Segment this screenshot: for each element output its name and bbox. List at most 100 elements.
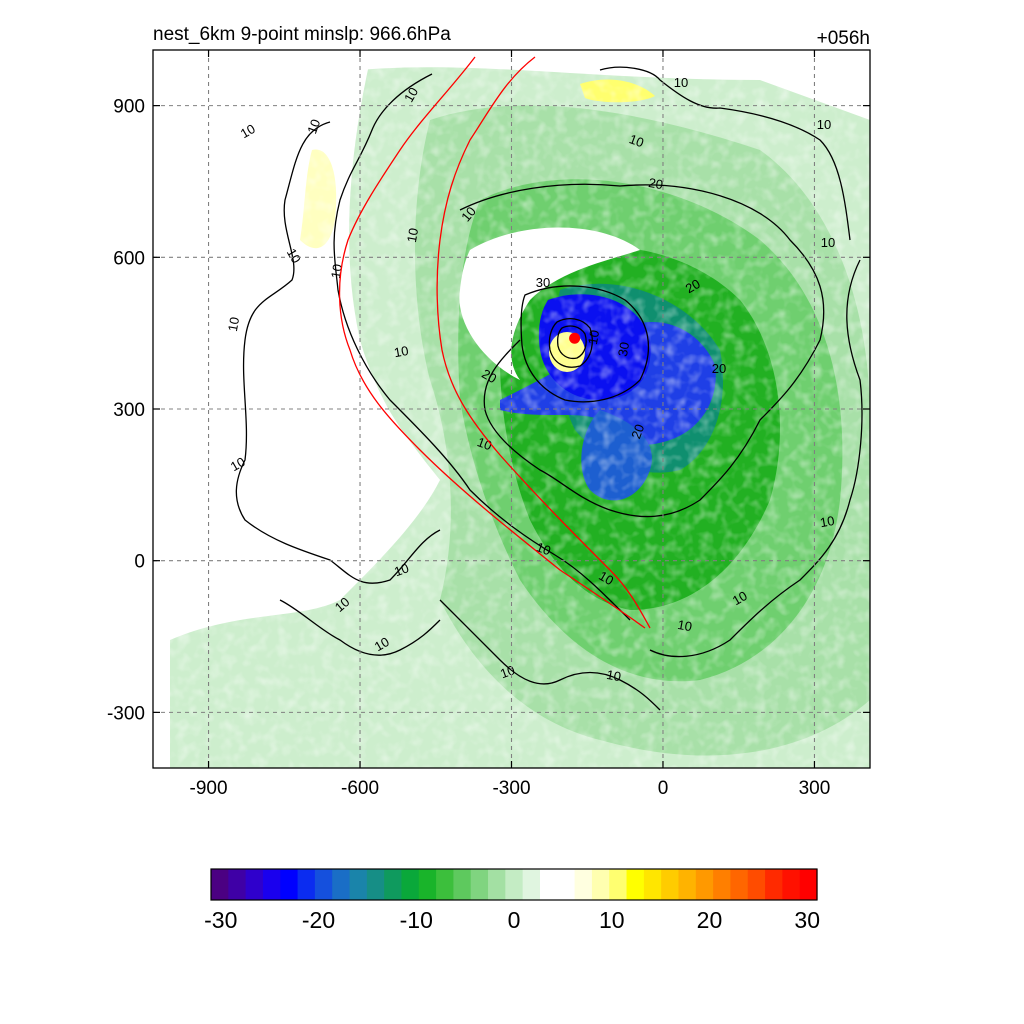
- colorbar-tick-label: 20: [697, 907, 723, 933]
- colorbar-swatch: [228, 869, 247, 900]
- colorbar-tick-label: 0: [508, 907, 521, 933]
- contour-label: 30: [615, 341, 632, 358]
- contour-label: 10: [605, 667, 622, 684]
- colorbar-swatch: [418, 869, 437, 900]
- colorbar-swatch: [366, 869, 385, 900]
- contour-label: 10: [304, 117, 323, 136]
- contour-label: 10: [238, 121, 258, 141]
- x-tick-label: -600: [341, 778, 379, 799]
- y-axis: -300 0 300 600 900: [107, 97, 870, 724]
- colorbar-swatch: [332, 869, 351, 900]
- colorbar-swatch: [626, 869, 645, 900]
- colorbar-swatch: [280, 869, 299, 900]
- forecast-hour-label: +056h: [817, 28, 870, 49]
- y-tick-label: 600: [113, 248, 145, 269]
- colorbar-swatch: [453, 869, 472, 900]
- contour-labels: 10 10 10 10 10 10 10 10 10 10 10 10 10 10 10 10 10 10 10 10…: [225, 75, 836, 684]
- colorbar: -30 -20 -10 0 10 20 30: [204, 868, 820, 933]
- y-tick-label: 300: [113, 400, 145, 421]
- contour-label: 10: [819, 513, 836, 530]
- x-tick-label: -300: [492, 778, 530, 799]
- colorbar-swatch: [747, 869, 766, 900]
- colorbar-swatch: [765, 869, 783, 900]
- track-inner: [436, 56, 651, 629]
- colorbar-frame: [210, 868, 818, 901]
- contour-30-ring: [520, 285, 650, 403]
- colorbar-swatch: [539, 869, 558, 900]
- contour-label: 10: [821, 235, 835, 250]
- contour-10-southwest: [279, 599, 441, 656]
- colorbar-swatch: [470, 869, 489, 900]
- wind-speed-contours: [235, 66, 863, 711]
- contour-10-east: [649, 259, 863, 658]
- contour-label: 10: [404, 227, 421, 244]
- colorbar-swatch: [436, 869, 454, 900]
- colorbar-tick-label: 10: [599, 907, 625, 933]
- shaded-field: [153, 50, 870, 768]
- colorbar-swatch: [574, 869, 593, 900]
- contour-label: 10: [676, 617, 693, 634]
- colorbar-swatch: [799, 869, 818, 900]
- colorbar-swatch: [349, 869, 368, 900]
- contour-10-west: [333, 73, 631, 621]
- colorbar-swatch: [730, 869, 749, 900]
- track-outer: [338, 56, 646, 629]
- x-axis: -900 -600 -300 0 300: [190, 50, 831, 799]
- contour-label: 10: [627, 131, 646, 150]
- contour-label: 10: [475, 434, 494, 453]
- x-tick-label: 300: [799, 778, 831, 799]
- contour-eyewall-1: [548, 317, 593, 368]
- colorbar-swatch: [384, 869, 403, 900]
- contour-label: 10: [596, 568, 616, 588]
- contour-label: 20: [628, 422, 647, 441]
- colorbar-swatch: [211, 869, 229, 900]
- colorbar-swatch: [505, 869, 524, 900]
- colorbar-swatch: [609, 869, 628, 900]
- contour-20-outer: [459, 183, 825, 518]
- colorbar-swatch: [591, 869, 610, 900]
- contour-10-west-outer: [235, 121, 441, 584]
- x-tick-label: 0: [658, 778, 669, 799]
- y-tick-label: -300: [107, 703, 145, 724]
- x-tick-label: -900: [190, 778, 228, 799]
- y-tick-label: 0: [134, 552, 145, 573]
- contour-10-north: [599, 66, 851, 241]
- colorbar-swatch: [678, 869, 697, 900]
- contour-label: 10: [674, 75, 688, 90]
- plot-area: 10 10 10 10 10 10 10 10 10 10 10 10 10 10 10 10 10 10 10 10…: [153, 50, 870, 768]
- colorbar-swatch: [661, 869, 680, 900]
- colorbar-swatch: [401, 869, 420, 900]
- colorbar-swatch: [557, 869, 576, 900]
- contour-label: 10: [730, 588, 750, 608]
- colorbar-swatch: [314, 869, 333, 900]
- field-texture: [153, 50, 870, 768]
- colorbar-swatch: [297, 869, 316, 900]
- colorbar-swatch: [695, 869, 714, 900]
- colorbar-swatch: [245, 869, 264, 900]
- contour-label: 10: [372, 634, 392, 654]
- contour-label: 20: [647, 175, 664, 192]
- storm-center-marker: [569, 332, 581, 344]
- colorbar-tick-label: 30: [794, 907, 820, 933]
- colorbar-tick-label: -30: [204, 907, 237, 933]
- contour-label: 10: [393, 343, 410, 360]
- colorbar-swatch: [262, 869, 281, 900]
- contour-10-south: [439, 599, 661, 711]
- contour-label: 20: [683, 276, 703, 296]
- contour-label: 10: [228, 454, 248, 474]
- colorbar-swatch: [522, 869, 541, 900]
- contour-label: 10: [401, 85, 421, 105]
- contour-label: 10: [328, 263, 345, 280]
- colorbar-swatch: [713, 869, 732, 900]
- contour-eyewall-2: [556, 325, 587, 360]
- colorbar-tick-label: -20: [302, 907, 335, 933]
- colorbar-swatch: [488, 869, 506, 900]
- colorbar-swatch: [643, 869, 662, 900]
- contour-label: 20: [479, 366, 499, 386]
- contour-label: 10: [585, 329, 602, 346]
- contour-label: 10: [284, 246, 304, 266]
- y-tick-label: 900: [113, 97, 145, 118]
- colorbar-swatch: [782, 869, 801, 900]
- contour-label: 10: [392, 560, 411, 579]
- contour-label: 10: [225, 316, 242, 333]
